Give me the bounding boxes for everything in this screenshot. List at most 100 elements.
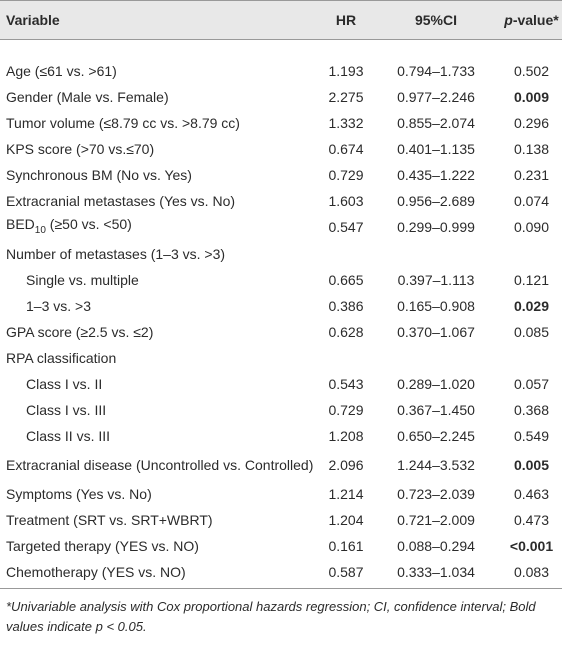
- variable-label: RPA classification: [6, 349, 117, 366]
- hr-cell: 1.332: [328, 115, 364, 131]
- ci-cell: 0.435–1.222: [397, 167, 475, 183]
- p-value-cell: 0.502: [513, 63, 550, 79]
- variable-label: Synchronous BM (No vs. Yes): [6, 167, 192, 183]
- hr-cell: 1.204: [328, 511, 364, 528]
- variable-label: Treatment (SRT vs. SRT+WBRT): [6, 511, 213, 528]
- hr-cell: [321, 241, 371, 267]
- table-row: Symptoms (Yes vs. No) 1.214 0.723–2.039 0.4…: [0, 481, 562, 507]
- table-row: Class I vs. III 0.729 0.367–1.450 0.368: [0, 397, 562, 423]
- table-row: Extracranial disease (Uncontrolled vs. C…: [0, 449, 562, 481]
- variable-label-rest: (≥50 vs. <50): [45, 216, 132, 232]
- hr-cell: [321, 345, 371, 371]
- p-value-cell: 0.029: [513, 297, 550, 314]
- ci-cell: 1.244–3.532: [397, 456, 475, 473]
- variable-label: BED: [6, 216, 35, 232]
- table-row: Treatment (SRT vs. SRT+WBRT) 1.204 0.721–2…: [0, 507, 562, 533]
- hr-cell: 0.665: [328, 271, 364, 288]
- variable-label: Age (≤61 vs. >61): [6, 63, 117, 79]
- hr-cell: 2.275: [328, 89, 364, 105]
- p-value-cell: [501, 241, 562, 267]
- ci-cell: 0.977–2.246: [397, 89, 475, 105]
- variable-cell: Class I vs. II: [0, 371, 321, 397]
- ci-cell: 0.289–1.020: [397, 375, 475, 392]
- table-row: Single vs. multiple 0.665 0.397–1.113 0.121: [0, 267, 562, 293]
- hr-cell: 0.729: [328, 167, 364, 183]
- ci-cell: 0.794–1.733: [397, 63, 475, 79]
- hr-cell: 0.674: [328, 141, 364, 157]
- variable-cell: Extracranial disease (Uncontrolled vs. C…: [0, 449, 321, 481]
- table-row: 1–3 vs. >3 0.386 0.165–0.908 0.029: [0, 293, 562, 319]
- table: Variable HR 95%CI p-value* Age (≤61 vs. …: [0, 0, 562, 589]
- table-body: Age (≤61 vs. >61) 1.193 0.794–1.733 0.502 Ge…: [0, 40, 562, 589]
- p-value-cell: 0.083: [501, 558, 562, 589]
- p-value-cell: 0.473: [513, 511, 550, 528]
- p-value-cell: 0.138: [513, 141, 550, 157]
- p-value-cell: <0.001: [509, 537, 554, 554]
- variable-label: 1–3 vs. >3: [26, 297, 91, 314]
- p-value-cell: 0.057: [513, 375, 550, 392]
- table-row: Class II vs. III 1.208 0.650–2.245 0.549: [0, 423, 562, 449]
- table-row: Chemotherapy (YES vs. NO) 0.587 0.333–1.03…: [0, 558, 562, 589]
- variable-subscript: 10: [34, 224, 46, 236]
- ci-cell: [371, 345, 501, 371]
- ci-cell: 0.401–1.135: [397, 141, 475, 157]
- hr-cell: 1.193: [328, 63, 364, 79]
- variable-cell: Gender (Male vs. Female): [0, 84, 321, 110]
- table-row: BED10 (≥50 vs. <50) 0.547 0.299–0.999 0.090: [0, 214, 562, 241]
- ci-cell: 0.088–0.294: [397, 537, 475, 554]
- p-value-cell: 0.231: [513, 167, 550, 183]
- p-value-cell: 0.009: [513, 89, 550, 105]
- header-row: Variable HR 95%CI p-value*: [0, 0, 562, 40]
- variable-label: Extracranial disease (Uncontrolled vs. C…: [6, 456, 314, 473]
- variable-cell: Tumor volume (≤8.79 cc vs. >8.79 cc): [0, 110, 321, 136]
- variable-cell: Single vs. multiple: [0, 267, 321, 293]
- variable-cell: BED10 (≥50 vs. <50): [0, 214, 321, 241]
- p-value-cell: 0.368: [513, 401, 550, 418]
- ci-cell: 0.855–2.074: [397, 115, 475, 131]
- header-cell: Variable: [0, 0, 321, 40]
- ci-cell: 0.299–0.999: [397, 219, 475, 236]
- variable-cell: Class I vs. III: [0, 397, 321, 423]
- p-value-cell: 0.005: [513, 456, 550, 473]
- ci-cell: 0.397–1.113: [397, 271, 475, 288]
- ci-cell: [371, 241, 501, 267]
- hr-cell: 0.547: [328, 219, 364, 236]
- hr-cell: 2.096: [328, 456, 364, 473]
- table-row: Gender (Male vs. Female) 2.275 0.977–2.246…: [0, 84, 562, 110]
- hr-cell: 0.587: [321, 558, 371, 589]
- table-row: Class I vs. II 0.543 0.289–1.020 0.057: [0, 371, 562, 397]
- p-value-cell: 0.463: [513, 485, 550, 502]
- variable-cell: 1–3 vs. >3: [0, 293, 321, 319]
- p-value-cell: [501, 345, 562, 371]
- ci-cell: 0.956–2.689: [397, 193, 475, 209]
- table-row: Extracranial metastases (Yes vs. No) 1.60…: [0, 188, 562, 214]
- variable-cell: Chemotherapy (YES vs. NO): [0, 558, 321, 589]
- table-row: KPS score (>70 vs.≤70) 0.674 0.401–1.135 0.…: [0, 136, 562, 162]
- hr-cell: 0.386: [328, 297, 364, 314]
- variable-cell: Class II vs. III: [0, 423, 321, 449]
- variable-cell: Number of metastases (1–3 vs. >3): [0, 241, 321, 267]
- variable-cell: Age (≤61 vs. >61): [0, 40, 321, 85]
- hr-cell: 1.208: [328, 427, 364, 444]
- variable-label: Class II vs. III: [26, 427, 111, 444]
- variable-cell: KPS score (>70 vs.≤70): [0, 136, 321, 162]
- variable-label: Extracranial metastases (Yes vs. No): [6, 193, 236, 209]
- ci-cell: 0.333–1.034: [371, 558, 501, 589]
- table-row: Number of metastases (1–3 vs. >3): [0, 241, 562, 267]
- p-value-cell: 0.121: [513, 271, 550, 288]
- table-row: Age (≤61 vs. >61) 1.193 0.794–1.733 0.502: [0, 40, 562, 85]
- variable-cell: Extracranial metastases (Yes vs. No): [0, 188, 321, 214]
- variable-cell: Targeted therapy (YES vs. NO): [0, 533, 321, 559]
- variable-label: Single vs. multiple: [26, 271, 139, 288]
- table-row: Tumor volume (≤8.79 cc vs. >8.79 cc) 1.33…: [0, 110, 562, 136]
- hr-cell: 1.214: [328, 485, 364, 502]
- hr-cell: 0.543: [328, 375, 364, 392]
- variable-label: Targeted therapy (YES vs. NO): [6, 537, 199, 554]
- variable-cell: RPA classification: [0, 345, 321, 371]
- ci-cell: 0.721–2.009: [397, 511, 475, 528]
- hr-cell: 0.628: [328, 323, 364, 340]
- variable-label: KPS score (>70 vs.≤70): [6, 141, 155, 157]
- variable-cell: Symptoms (Yes vs. No): [0, 481, 321, 507]
- ci-cell: 0.370–1.067: [397, 323, 475, 340]
